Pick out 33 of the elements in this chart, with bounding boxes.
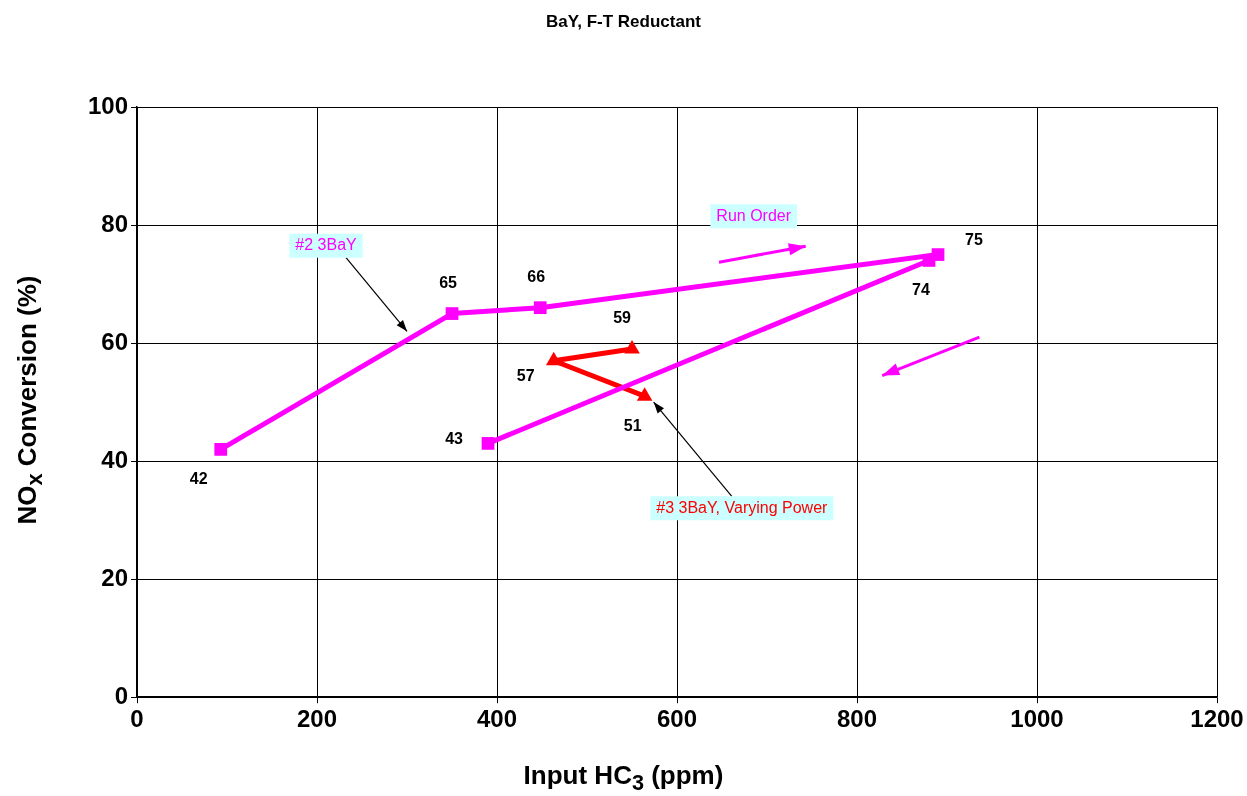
point [533,301,547,315]
data-label: 66 [527,268,546,286]
x-tick-label: 200 [297,705,338,733]
data-label: 65 [439,273,458,291]
data-label: 57 [516,367,535,385]
data-label: 75 [965,230,984,248]
y-tick-label: 100 [88,91,129,119]
y-tick-label: 80 [101,209,129,237]
data-label: 43 [445,429,464,447]
data-label: 74 [912,280,931,298]
point [445,307,459,320]
annotation: #2 3BaY [295,236,358,254]
x-axis-title: Input HC$_{3}$ (ppm) [522,760,725,796]
x-tick-label: 1200 [1190,705,1244,733]
point [636,387,653,401]
data-label: 42 [189,469,208,487]
y-tick-label: 0 [114,681,129,709]
chart-title: BaY, F-T Reductant [545,12,702,32]
y-tick-label: 60 [101,327,129,355]
annotation: Run Order [716,206,792,224]
x-tick-label: 800 [836,705,878,733]
x-tick-label: 1000 [1010,705,1064,733]
annotation: #3 3BaY, Varying Power [656,498,829,516]
data-label: 51 [623,416,642,434]
point [481,437,495,450]
x-tick-label: 600 [657,705,698,733]
point [624,339,640,354]
point [214,442,228,456]
x-tick-label: 400 [477,705,518,733]
y-tick-label: 20 [101,563,129,591]
y-tick-label: 40 [101,445,129,473]
data-label: 59 [613,309,632,327]
point [545,351,562,366]
